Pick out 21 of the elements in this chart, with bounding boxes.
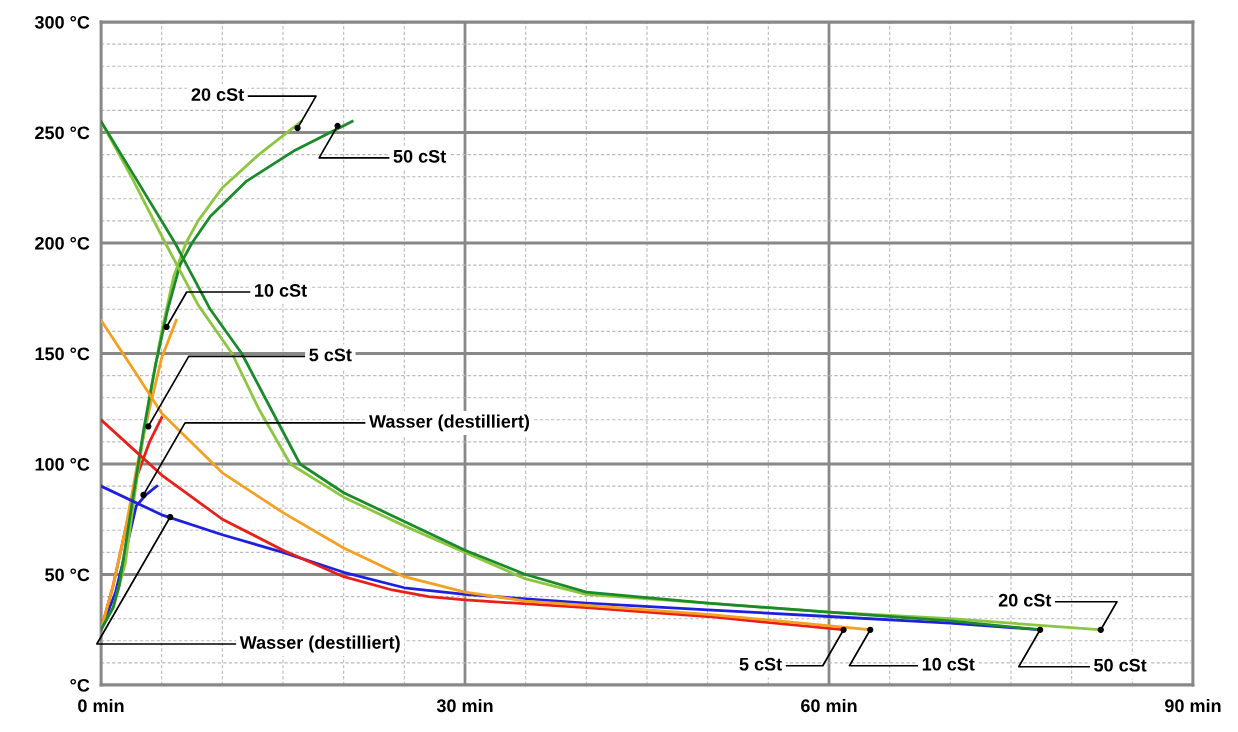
- y-tick-label: 300 °C: [34, 15, 90, 29]
- y-tick-label: 150 °C: [35, 347, 90, 361]
- y-tick-label: 50 °C: [45, 568, 90, 582]
- y-tick-label: 250 °C: [35, 126, 90, 140]
- x-tick-label: 0 min: [78, 698, 124, 713]
- annotation: 10 cSt: [922, 657, 975, 671]
- annotation: Wasser (destilliert): [239, 635, 400, 653]
- y-tick-label: °C: [70, 678, 90, 692]
- x-tick-label: 90 min: [1165, 698, 1221, 713]
- x-tick-label: 60 min: [801, 698, 857, 713]
- annotation: Wasser (destilliert): [369, 414, 530, 432]
- annotation: 5 cSt: [309, 348, 352, 362]
- x-tick-label: 30 min: [436, 698, 493, 713]
- annotation: 50 cSt: [393, 149, 446, 163]
- annotation: 10 cSt: [255, 284, 307, 297]
- annotation: 50 cSt: [1094, 658, 1147, 672]
- y-tick-label: 200 °C: [35, 236, 90, 250]
- annotation: 20 cSt: [191, 88, 244, 101]
- annotation: 5 cSt: [739, 657, 782, 671]
- y-tick-label: 100 °C: [35, 457, 90, 471]
- annotation: 20 cSt: [998, 593, 1052, 607]
